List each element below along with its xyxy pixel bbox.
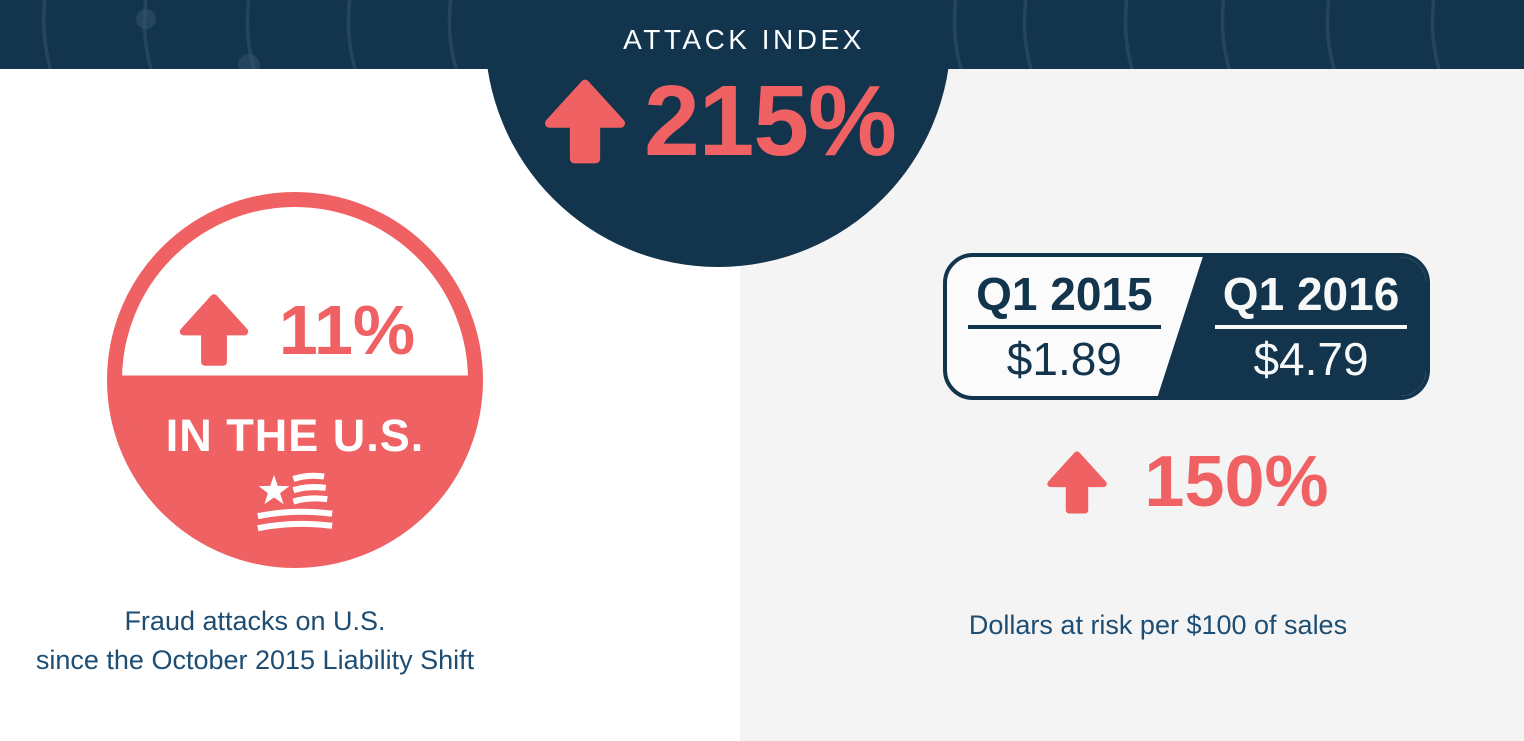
risk-change-value: 150% — [1144, 442, 1329, 522]
node-dot-decoration — [238, 54, 260, 69]
quarter-comparison-badge: Q1 2015 $1.89 Q1 2016 $4.79 — [943, 253, 1430, 400]
q1-2015-column: Q1 2015 $1.89 — [947, 257, 1182, 396]
up-arrow-icon — [1044, 447, 1110, 518]
q1-2016-column: Q1 2016 $4.79 — [1196, 257, 1426, 396]
risk-change-metric: 150% — [943, 446, 1430, 518]
us-fraud-caption-line1: Fraud attacks on U.S. — [124, 606, 386, 636]
q1-2016-value: $4.79 — [1253, 333, 1369, 385]
us-fraud-circle: 11% IN THE U.S. — [107, 192, 483, 568]
q1-2015-value: $1.89 — [1006, 333, 1122, 385]
us-fraud-caption-line2: since the October 2015 Liability Shift — [35, 645, 475, 675]
up-arrow-icon — [540, 77, 630, 166]
node-dot-decoration — [136, 9, 156, 29]
q1-2016-label: Q1 2016 — [1214, 271, 1408, 329]
us-flag-icon — [253, 467, 337, 546]
page-title: ATTACK INDEX — [623, 24, 865, 55]
attack-index-metric: 215% — [485, 65, 951, 177]
circuit-lines-decoration — [41, 0, 1441, 69]
us-fraud-caption: Fraud attacks on U.S. since the October … — [3, 602, 507, 680]
risk-caption: Dollars at risk per $100 of sales — [968, 610, 1348, 640]
attack-index-value: 215% — [644, 65, 897, 177]
q1-2015-label: Q1 2015 — [968, 271, 1161, 329]
up-arrow-icon — [175, 292, 253, 368]
us-fraud-value: 11% — [278, 291, 416, 369]
us-fraud-metric: 11% — [122, 292, 468, 368]
us-region-label: IN THE U.S. — [165, 410, 425, 461]
